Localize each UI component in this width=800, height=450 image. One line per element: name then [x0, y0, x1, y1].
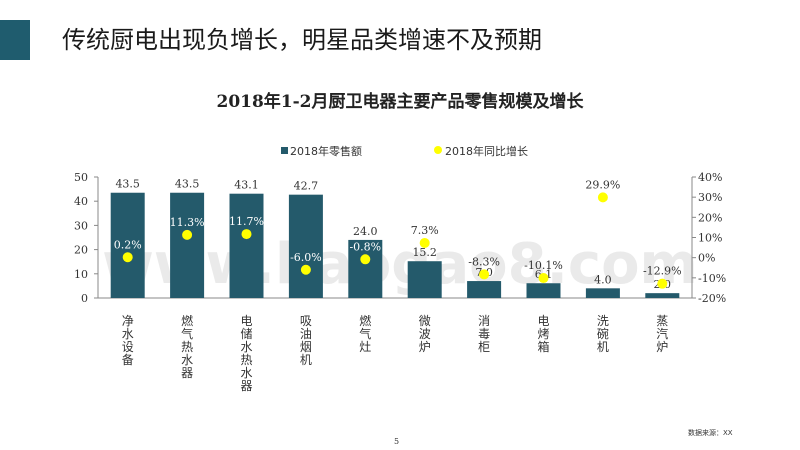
bar: [348, 239, 383, 298]
x-category-label: 碗: [597, 326, 609, 341]
growth-point: [479, 269, 490, 280]
y-right-tick-label: -10%: [698, 272, 726, 285]
x-category-label: 机: [597, 340, 609, 354]
y-right-tick-label: 0%: [698, 252, 715, 265]
y-left-tick-label: 0: [81, 292, 88, 305]
page-number: 5: [394, 437, 400, 446]
x-category-label: 器: [181, 366, 193, 380]
y-right-tick-label: 40%: [698, 171, 722, 184]
title-accent-block: [0, 20, 30, 60]
y-right-tick-label: -20%: [698, 292, 726, 305]
growth-value-label: -12.9%: [643, 265, 682, 278]
x-category-label: 洗: [597, 314, 609, 328]
y-left-tick-label: 50: [74, 171, 88, 184]
x-category-label: 炉: [419, 340, 431, 354]
x-category-label: 灶: [359, 340, 371, 354]
growth-point: [182, 229, 193, 240]
x-category-label: 储: [240, 326, 252, 341]
x-category-label: 气: [359, 326, 371, 341]
bar-value-label: 24.0: [353, 225, 378, 238]
bar-value-label: 4.0: [594, 273, 612, 286]
x-category-label: 热: [240, 353, 252, 367]
legend-bar-label: 2018年零售额: [290, 144, 362, 158]
growth-point: [241, 229, 252, 240]
bar-value-label: 43.5: [175, 178, 200, 191]
bar: [170, 192, 205, 298]
bar: [110, 192, 145, 298]
x-category-label: 气: [181, 326, 193, 341]
chart-title: 2018年1-2月厨卫电器主要产品零售规模及增长: [216, 92, 584, 112]
x-category-label: 机: [300, 353, 312, 367]
bar: [467, 281, 502, 298]
growth-point: [657, 278, 668, 289]
growth-value-label: -8.3%: [468, 255, 500, 268]
x-category-label: 水: [122, 327, 134, 341]
x-category-label: 毒: [478, 327, 490, 341]
x-category-label: 电: [240, 314, 252, 328]
x-category-label: 波: [419, 327, 431, 341]
x-category-label: 水: [240, 366, 252, 380]
bar-value-label: 43.1: [234, 179, 259, 192]
growth-value-label: 7.3%: [411, 224, 439, 237]
x-category-label: 炉: [656, 340, 668, 354]
growth-value-label: -6.0%: [290, 251, 322, 264]
x-category-label: 水: [240, 340, 252, 354]
x-category-label: 电: [537, 314, 549, 328]
y-left-tick-label: 30: [74, 219, 88, 232]
x-category-label: 烟: [300, 340, 312, 354]
growth-value-label: 11.3%: [170, 216, 205, 229]
growth-value-label: 11.7%: [229, 215, 264, 228]
y-right-tick-label: 30%: [698, 191, 722, 204]
x-category-label: 烤: [537, 326, 549, 341]
x-category-label: 燃: [359, 313, 371, 328]
growth-point: [597, 192, 608, 203]
growth-point: [538, 273, 549, 284]
growth-point: [300, 264, 311, 275]
growth-value-label: 29.9%: [585, 178, 620, 191]
growth-point: [122, 252, 133, 263]
x-category-label: 热: [181, 340, 193, 354]
data-source-note: 数据来源：XX: [688, 429, 733, 437]
growth-value-label: -0.8%: [349, 240, 381, 253]
bar: [229, 193, 264, 298]
x-category-label: 蒸: [656, 314, 668, 328]
y-right-tick-label: 10%: [698, 232, 722, 245]
legend-growth-swatch: [434, 146, 442, 154]
y-right-tick-label: 20%: [698, 211, 722, 224]
growth-value-label: 0.2%: [114, 238, 142, 251]
slide-title: 传统厨电出现负增长，明星品类增速不及预期: [62, 26, 542, 54]
bar: [645, 293, 680, 298]
x-category-label: 消: [478, 314, 490, 328]
x-category-label: 汽: [656, 326, 668, 341]
legend-bar-swatch: [281, 147, 288, 154]
x-category-label: 备: [122, 353, 134, 367]
x-category-label: 净: [122, 314, 134, 328]
x-category-label: 吸: [300, 314, 312, 328]
bar: [526, 283, 561, 298]
y-left-tick-label: 40: [74, 195, 88, 208]
x-category-label: 燃: [181, 313, 193, 328]
bar-value-label: 42.7: [294, 180, 319, 193]
bar: [407, 261, 442, 298]
bar: [585, 288, 620, 298]
y-left-tick-label: 20: [74, 244, 88, 257]
x-category-label: 设: [122, 340, 134, 354]
x-category-label: 柜: [478, 340, 490, 354]
x-category-label: 微: [419, 314, 431, 328]
x-category-label: 箱: [537, 339, 549, 354]
x-category-label: 水: [181, 353, 193, 367]
x-category-label: 油: [300, 327, 312, 341]
x-category-label: 器: [240, 379, 252, 393]
bar-value-label: 43.5: [115, 178, 140, 191]
y-left-tick-label: 10: [74, 268, 88, 281]
growth-point: [360, 254, 371, 265]
bar: [288, 194, 323, 298]
bar-value-label: 15.2: [412, 246, 437, 259]
growth-value-label: -10.1%: [524, 259, 563, 272]
growth-point: [419, 237, 430, 248]
legend-growth-label: 2018年同比增长: [445, 144, 528, 158]
